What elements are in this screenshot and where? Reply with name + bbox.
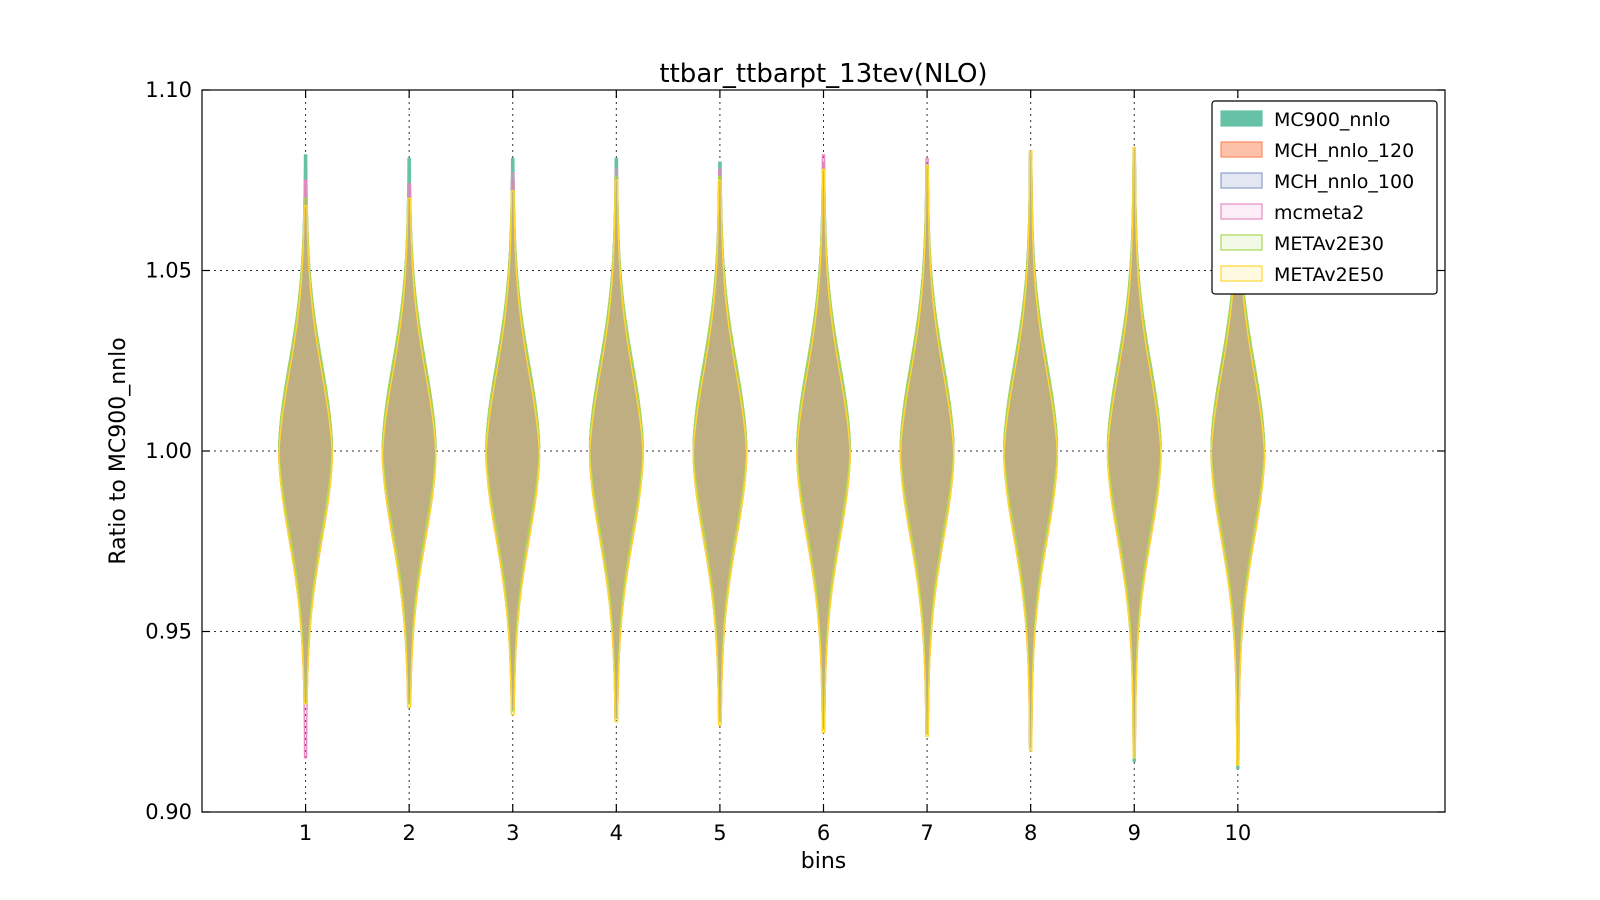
y-tick-label: 1.05: [145, 259, 192, 283]
violin: [588, 179, 644, 723]
y-axis-label: Ratio to MC900_nnlo: [106, 337, 131, 564]
legend-swatch: [1220, 265, 1263, 282]
legend-swatch: [1220, 172, 1263, 189]
x-tick-label: 1: [299, 821, 312, 845]
y-tick-label: 0.90: [145, 800, 192, 824]
legend-box: [1211, 100, 1438, 295]
violin-series: [278, 147, 1266, 766]
violin: [899, 165, 955, 737]
violin: [692, 175, 748, 723]
legend-label: MCH_nnlo_100: [1274, 171, 1414, 193]
violin: [1003, 150, 1059, 752]
legend: MC900_nnlo MCH_nnlo_120 MCH_nnlo_100mcmeta…: [1211, 100, 1438, 295]
x-tick-label: 5: [713, 821, 726, 845]
violin-layer: [278, 147, 1266, 770]
x-tick-label: 8: [1024, 821, 1037, 845]
x-tick-label: 10: [1224, 821, 1251, 845]
legend-swatch: [1220, 141, 1263, 158]
violin: [485, 190, 541, 716]
legend-swatch: [1220, 234, 1263, 251]
legend-label: mcmeta2: [1274, 202, 1364, 224]
chart-title: ttbar_ttbarpt_13tev(NLO): [659, 59, 987, 89]
legend-label: METAv2E30: [1274, 233, 1384, 255]
legend-label: MCH_nnlo_120: [1274, 140, 1414, 162]
violin: [692, 179, 748, 727]
x-tick-label: 7: [920, 821, 933, 845]
x-axis-label: bins: [801, 849, 846, 874]
violin: [1106, 147, 1162, 759]
legend-swatch: [1220, 203, 1263, 220]
x-tick-label: 4: [610, 821, 623, 845]
x-tick-label: 3: [506, 821, 519, 845]
legend-swatch: [1220, 110, 1263, 127]
legend-label: METAv2E50: [1274, 264, 1384, 286]
y-tick-label: 1.00: [145, 439, 192, 463]
legend-label: MC900_nnlo: [1274, 109, 1390, 131]
y-tick-label: 0.95: [145, 620, 192, 644]
violin: [796, 168, 851, 734]
y-tick-label: 1.10: [145, 78, 192, 102]
violin: [588, 175, 644, 719]
violin: [278, 204, 334, 705]
x-tick-label: 2: [402, 821, 415, 845]
violin: [381, 197, 437, 709]
x-tick-label: 9: [1128, 821, 1141, 845]
x-tick-label: 6: [817, 821, 830, 845]
tick-layer: 0.90 0.95 1.00 1.05 1.10 1 2 3 4 5 6 7 8 9 10: [145, 78, 1445, 845]
violin-series: [278, 147, 1266, 763]
violin: [278, 197, 334, 705]
